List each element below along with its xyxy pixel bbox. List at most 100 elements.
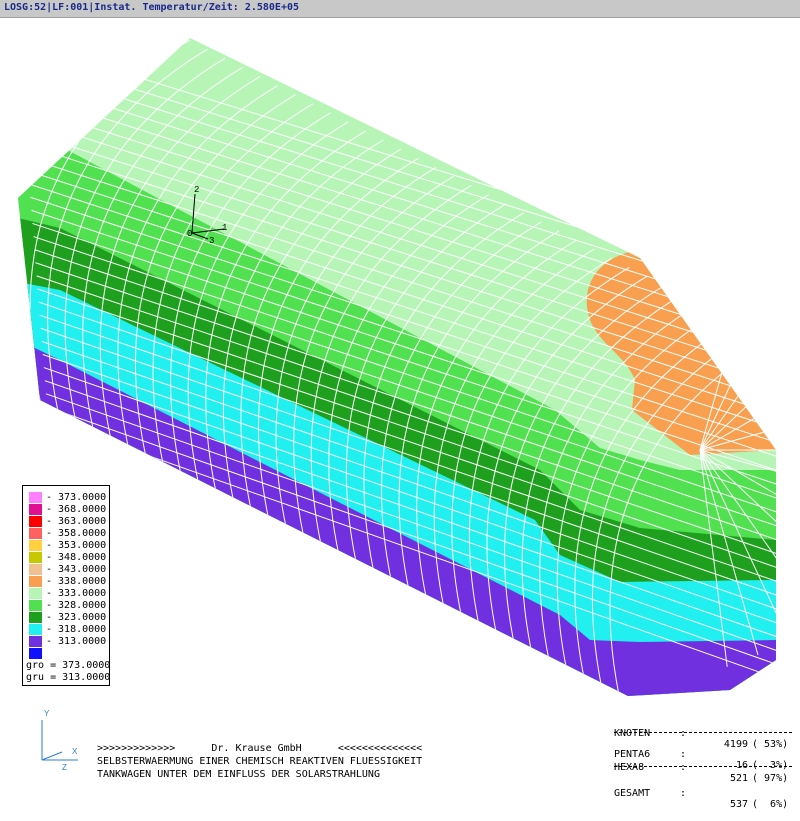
legend-value: - 318.0000 xyxy=(46,624,107,635)
legend-entry: - 363.0000 xyxy=(29,516,109,527)
mesh-line xyxy=(699,405,776,451)
mesh-line xyxy=(310,185,472,546)
legend-entry: - 373.0000 xyxy=(29,492,109,503)
triad-axis-2: 2 xyxy=(194,185,199,195)
legend-entry: - 313.0000 xyxy=(29,636,109,647)
mesh-line xyxy=(363,212,525,573)
mesh-line xyxy=(29,183,776,430)
legend-value: - 368.0000 xyxy=(46,504,107,515)
mesh-line xyxy=(240,148,402,510)
mesh-line xyxy=(33,236,776,488)
mesh-line xyxy=(222,139,384,501)
mesh-line xyxy=(26,144,774,387)
triad-origin: 0 xyxy=(187,229,192,239)
mesh-line xyxy=(43,367,776,633)
mesh-line xyxy=(37,288,776,546)
view-axis-x: X xyxy=(72,747,78,756)
mesh-line xyxy=(45,393,776,662)
legend-max-value: gro = 373.0000 xyxy=(26,660,111,671)
legend-swatch xyxy=(29,576,42,587)
legend-swatch xyxy=(29,492,42,503)
legend-entry xyxy=(29,648,109,659)
footer-line-company: >>>>>>>>>>>>> Dr. Krause GmbH <<<<<<<<<<… xyxy=(97,743,423,754)
stat-row-knoten: KNOTEN: 4199( 53%) xyxy=(614,728,789,750)
legend-value: - 313.0000 xyxy=(46,636,107,647)
mesh-line xyxy=(275,166,437,528)
mesh-line xyxy=(42,354,776,619)
coordinate-triad: 2 1 3 0 xyxy=(187,185,227,246)
legend-entry: - 358.0000 xyxy=(29,528,109,539)
mesh-line xyxy=(39,314,776,575)
legend-swatch xyxy=(29,624,42,635)
stat-row-hexa8: HEXA8: 521( 97%) xyxy=(614,762,789,784)
mesh-line xyxy=(152,103,314,464)
legend-swatch xyxy=(29,516,42,527)
mesh-line xyxy=(117,85,279,446)
mesh-line xyxy=(381,221,542,582)
stat-row-penta6: PENTA6: 16( 3%) xyxy=(614,749,789,771)
mesh-line xyxy=(468,266,630,628)
legend-min-value: gru = 313.0000 xyxy=(26,672,111,683)
triad-axis-3: 3 xyxy=(209,236,214,246)
mesh-line xyxy=(41,340,776,604)
footer-line-subtitle: TANKWAGEN UNTER DEM EINFLUSS DER SOLARST… xyxy=(97,769,380,780)
mesh-line xyxy=(699,449,728,667)
legend-value: - 358.0000 xyxy=(46,528,107,539)
mesh-line xyxy=(293,175,454,537)
legend-entry: - 338.0000 xyxy=(29,576,109,587)
mesh-line xyxy=(504,285,665,646)
stat-divider xyxy=(614,732,792,733)
legend-value: - 338.0000 xyxy=(46,576,107,587)
mesh-line xyxy=(30,196,776,445)
mesh-line xyxy=(35,262,776,517)
mesh-line xyxy=(34,249,776,503)
mesh-line xyxy=(99,75,261,437)
footer-line-title: SELBSTERWAERMUNG EINER CHEMISCH REAKTIVE… xyxy=(97,756,423,767)
mesh-line xyxy=(416,239,577,601)
legend-entry: - 343.0000 xyxy=(29,564,109,575)
legend-swatch xyxy=(29,648,42,659)
mesh-line xyxy=(44,380,776,648)
mesh-line xyxy=(187,121,349,482)
fem-model-view[interactable]: 2 1 3 0 Y X Z xyxy=(0,18,800,800)
mesh-line xyxy=(135,94,296,455)
mesh-line xyxy=(170,112,331,473)
footer-caption: >>>>>>>>>>>>> Dr. Krause GmbH <<<<<<<<<<… xyxy=(97,743,422,791)
mesh-line xyxy=(699,449,776,495)
mesh-line xyxy=(28,170,776,416)
stat-row-gesamt: GESAMT: 537( 6%) xyxy=(614,788,789,810)
legend-entry: - 348.0000 xyxy=(29,552,109,563)
legend-value: - 323.0000 xyxy=(46,612,107,623)
legend-value: - 373.0000 xyxy=(46,492,107,503)
legend-swatch xyxy=(29,528,42,539)
legend-entry: - 318.0000 xyxy=(29,624,109,635)
mesh-line xyxy=(32,222,776,474)
mesh-line xyxy=(19,65,764,300)
legend-entry: - 353.0000 xyxy=(29,540,109,551)
legend-value: - 348.0000 xyxy=(46,552,107,563)
view-axis-y: Y xyxy=(44,709,50,718)
mesh-line xyxy=(592,330,753,692)
legend-value: - 363.0000 xyxy=(46,516,107,527)
color-legend: - 373.0000- 368.0000- 363.0000- 358.0000… xyxy=(22,485,110,686)
legend-value: - 333.0000 xyxy=(46,588,107,599)
legend-swatch xyxy=(29,540,42,551)
mesh-line xyxy=(699,449,776,537)
mesh-line xyxy=(21,91,768,329)
mesh-line xyxy=(539,303,700,664)
legend-swatch xyxy=(29,552,42,563)
window-title-bar: LOSG:52|LF:001|Instat. Temperatur/Zeit: … xyxy=(0,0,800,18)
mesh-line xyxy=(31,209,776,459)
mesh-line xyxy=(24,118,771,358)
mesh-line xyxy=(47,419,776,691)
mesh-line xyxy=(258,157,419,519)
mesh-line xyxy=(38,301,776,561)
legend-entry: - 323.0000 xyxy=(29,612,109,623)
mesh-line xyxy=(27,157,776,401)
mesh-line xyxy=(699,449,776,609)
triad-axis-1: 1 xyxy=(222,223,227,233)
legend-swatch xyxy=(29,636,42,647)
mesh-line xyxy=(82,66,243,428)
mesh-line xyxy=(47,48,208,410)
mesh-line xyxy=(398,230,560,592)
